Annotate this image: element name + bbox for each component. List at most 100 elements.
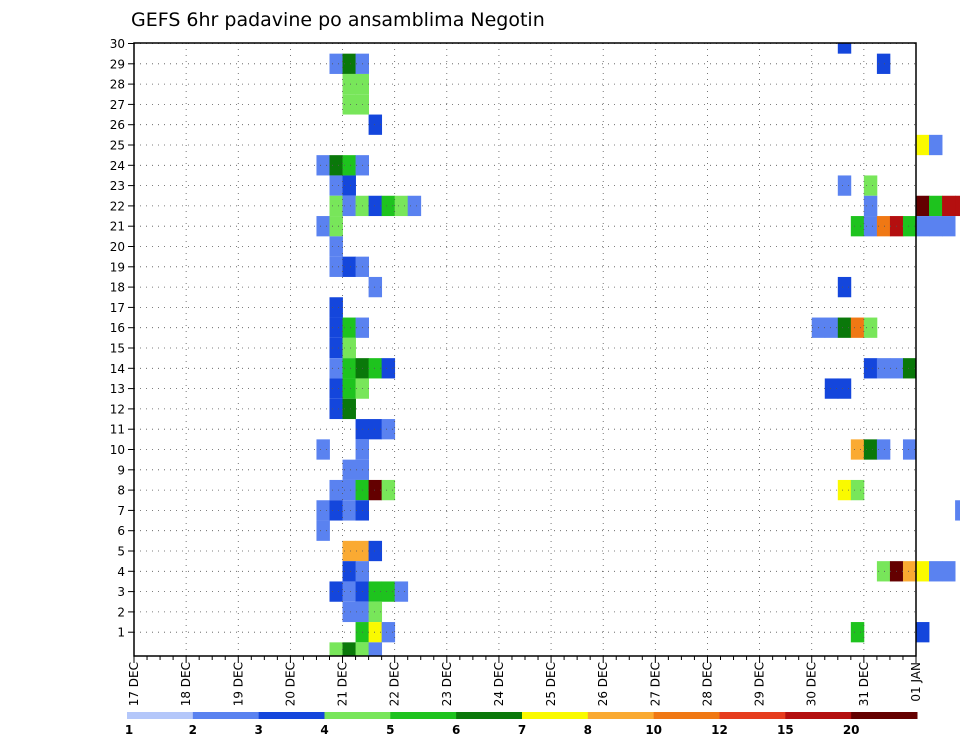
heatmap-cell (942, 216, 956, 237)
heatmap-cell (342, 155, 356, 176)
heatmap-cell (381, 622, 396, 643)
x-tick-label: 24 DEC (492, 662, 506, 706)
x-axis: 17 DEC 18 DEC 19 DEC 20 DEC 21 DEC 22 DEC 23 D… (127, 656, 923, 706)
heatmap-cell (342, 358, 356, 379)
heatmap-cell (368, 114, 383, 135)
y-tick-label: 23 (110, 179, 125, 193)
x-tick-label: 18 DEC (179, 662, 193, 706)
heatmap-cell (916, 216, 930, 237)
heatmap-cell (368, 276, 383, 298)
heatmap-cell (955, 195, 960, 217)
heatmap-cell (342, 581, 356, 602)
x-tick-label: 21 DEC (336, 662, 350, 706)
y-tick-label: 19 (110, 260, 125, 274)
heatmap-cell (316, 155, 330, 176)
heatmap-cell (876, 561, 891, 582)
heatmap-cell (381, 479, 396, 501)
legend-label: 8 (584, 723, 592, 737)
heatmap-cell (850, 622, 865, 643)
legend-swatch (851, 712, 918, 719)
x-tick-label: 23 DEC (440, 662, 454, 706)
y-tick-label: 10 (110, 443, 125, 457)
y-tick-label: 11 (110, 423, 125, 437)
heatmap-cell (863, 439, 878, 460)
heatmap-cell (329, 175, 343, 196)
legend-label: 15 (777, 723, 794, 737)
heatmap-cell (342, 175, 356, 196)
heatmap-cell (955, 500, 960, 521)
heatmap-cell (342, 53, 356, 74)
heatmap-cell (329, 53, 343, 74)
legend-swatch (127, 712, 194, 719)
heatmap-cell (368, 622, 383, 643)
x-tick-label: 22 DEC (388, 662, 402, 706)
y-tick-label: 5 (117, 545, 125, 559)
heatmap-cell (368, 419, 383, 440)
heatmap-cell (368, 358, 383, 379)
heatmap-cell (863, 175, 878, 196)
heatmap-cell (355, 642, 369, 656)
heatmap-cell (863, 216, 878, 237)
y-tick-label: 24 (110, 159, 125, 173)
heatmap-cell (381, 419, 396, 440)
heatmap-cell (824, 378, 839, 399)
heatmap-cell (863, 317, 878, 338)
heatmap-cell (329, 358, 343, 379)
y-tick-label: 8 (117, 484, 125, 498)
heatmap-cell (863, 195, 878, 217)
legend-swatch (324, 712, 391, 719)
heatmap-cell (902, 439, 917, 460)
heatmap-cell (837, 479, 852, 501)
heatmap-cell (837, 378, 852, 399)
heatmap-cell (329, 378, 343, 399)
y-tick-label: 15 (110, 342, 125, 356)
legend-swatch (719, 712, 786, 719)
heatmap-cell (342, 500, 356, 521)
legend-swatch (785, 712, 852, 719)
heatmap-cell (942, 195, 956, 217)
y-tick-label: 9 (117, 463, 125, 477)
heatmap-cell (902, 358, 917, 379)
y-tick-label: 6 (117, 524, 125, 538)
legend-swatch (587, 712, 655, 719)
heatmap-cell (342, 378, 356, 399)
y-tick-label: 28 (110, 78, 125, 92)
heatmap-cell (342, 256, 356, 277)
heatmap-cell (876, 358, 891, 379)
heatmap-cell (368, 195, 383, 217)
chart-title: GEFS 6hr padavine po ansamblima Negotin (131, 9, 545, 31)
y-tick-label: 26 (110, 118, 125, 132)
heatmap-cell (329, 581, 343, 602)
x-tick-label: 26 DEC (596, 662, 610, 706)
y-tick-label: 1 (117, 626, 125, 640)
heatmap-cell (342, 601, 356, 623)
heatmap-cell (902, 216, 917, 237)
heatmap-cell (942, 561, 956, 582)
heatmap-cell (329, 256, 343, 277)
x-tick-label: 28 DEC (700, 662, 714, 706)
legend-label: 2 (189, 723, 197, 737)
heatmap-cell (837, 317, 852, 338)
heatmap-cell (394, 581, 409, 602)
y-tick-label: 25 (110, 139, 125, 153)
heatmap-cell (837, 175, 852, 196)
heatmap-cell (929, 195, 943, 217)
legend-swatch (390, 712, 457, 719)
heatmap-cell (916, 195, 930, 217)
y-tick-label: 18 (110, 281, 125, 295)
heatmap-cell (850, 479, 865, 501)
legend-label: 4 (320, 723, 328, 737)
heatmap-cell (368, 581, 383, 602)
cells-layer (316, 43, 960, 656)
legend-label: 3 (254, 723, 262, 737)
x-tick-label: 30 DEC (805, 662, 819, 706)
y-tick-label: 27 (110, 98, 125, 112)
y-tick-label: 30 (110, 37, 125, 51)
heatmap-cell (837, 276, 852, 298)
heatmap-cell (876, 216, 891, 237)
heatmap-cell (381, 195, 396, 217)
x-tick-label: 25 DEC (544, 662, 558, 706)
heatmap-cell (329, 642, 343, 656)
heatmap-cell (329, 236, 343, 257)
